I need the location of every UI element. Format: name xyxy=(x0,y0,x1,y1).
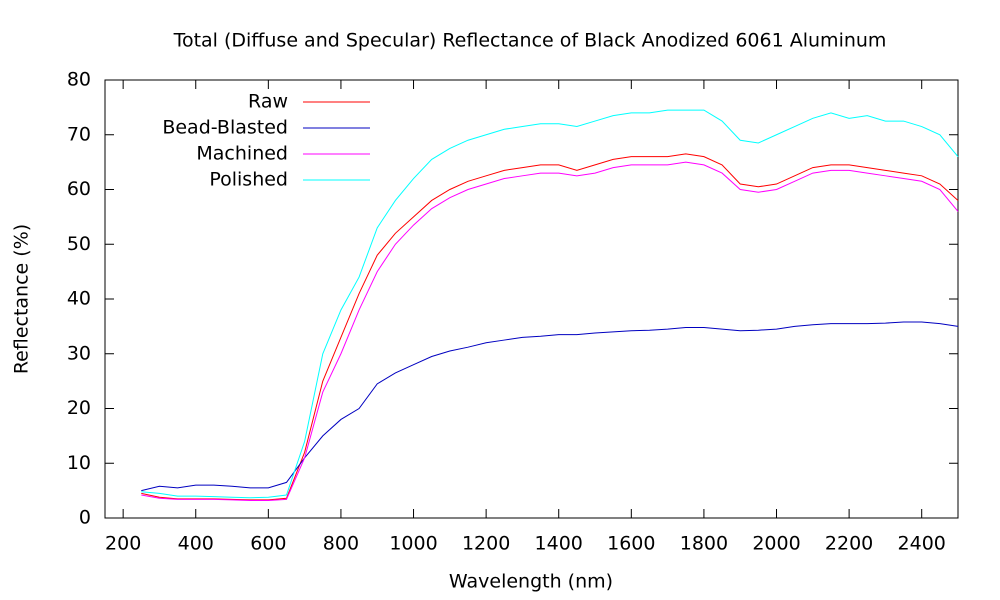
x-tick-label: 1800 xyxy=(680,533,728,555)
legend-label: Bead-Blasted xyxy=(162,117,288,139)
x-tick-label: 2400 xyxy=(898,533,946,555)
y-tick-label: 80 xyxy=(67,69,91,91)
y-tick-label: 60 xyxy=(67,178,91,200)
y-tick-label: 20 xyxy=(67,397,91,419)
y-axis-label: Reflectance (%) xyxy=(11,224,33,374)
legend-label: Raw xyxy=(248,91,288,113)
data-line xyxy=(141,321,959,492)
x-tick-label: 1200 xyxy=(462,533,510,555)
y-tick-label: 30 xyxy=(67,342,91,364)
x-tick-label: 2200 xyxy=(825,533,873,555)
x-tick-label: 1600 xyxy=(607,533,655,555)
x-tick-label: 2000 xyxy=(752,533,800,555)
data-line xyxy=(141,161,959,501)
data-line xyxy=(141,109,959,499)
x-tick-label: 600 xyxy=(250,533,286,555)
chart-title: Total (Diffuse and Specular) Reflectance… xyxy=(173,30,887,52)
x-tick-label: 1000 xyxy=(389,533,437,555)
x-tick-label: 1400 xyxy=(535,533,583,555)
x-tick-label: 800 xyxy=(323,533,359,555)
legend-label: Machined xyxy=(196,143,288,165)
y-tick-label: 70 xyxy=(67,123,91,145)
x-tick-label: 200 xyxy=(105,533,141,555)
legend-label: Polished xyxy=(209,169,288,191)
y-tick-label: 50 xyxy=(67,233,91,255)
y-tick-label: 40 xyxy=(67,288,91,310)
x-axis-label: Wavelength (nm) xyxy=(449,571,613,593)
x-tick-label: 400 xyxy=(178,533,214,555)
y-tick-label: 10 xyxy=(67,452,91,474)
y-tick-label: 0 xyxy=(79,507,91,529)
data-line xyxy=(141,153,959,501)
